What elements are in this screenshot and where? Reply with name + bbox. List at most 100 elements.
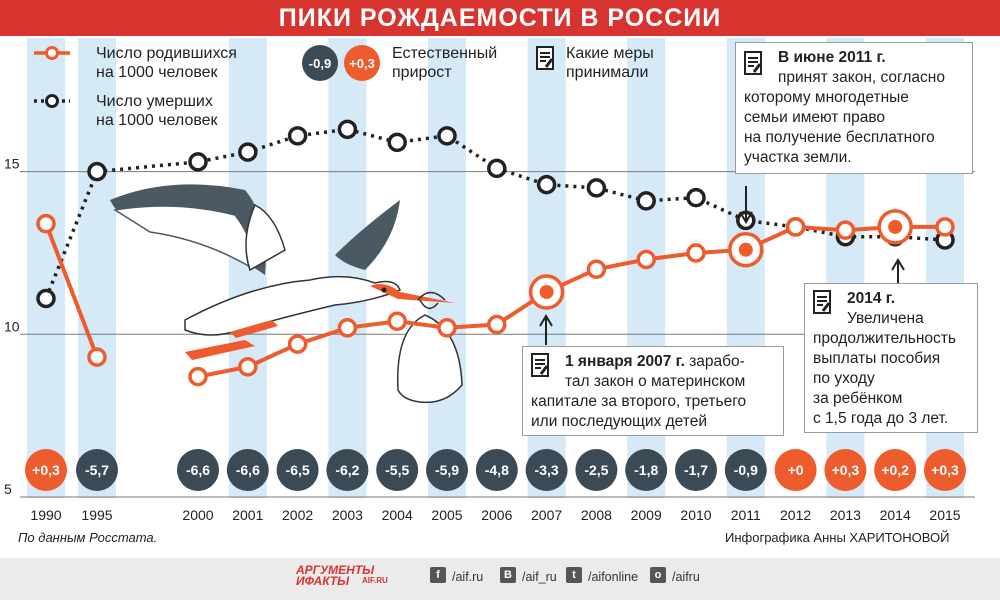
growth-badge-label: -5,9 [435,462,459,478]
births-point [835,220,856,240]
twitter-icon[interactable]: t [566,567,582,583]
births-highlight-dot [888,219,903,234]
odnoklassniki-icon[interactable]: o [650,567,666,583]
deaths-point [287,126,308,146]
growth-badge-label: +0,2 [881,462,909,478]
growth-badge [475,449,518,491]
deaths-point [238,142,258,162]
note-pointers [539,186,905,345]
x-tick-label: 2001 [232,507,263,523]
note-2011: В июне 2011 г. принят закон, согласно ко… [735,42,973,174]
births-point [437,318,457,338]
growth-badge-label: +0,3 [32,462,60,478]
aif-logo[interactable]: АРГУМЕНТЫ ИФАКТЫ [296,563,375,588]
growth-badge-label: -0,9 [734,462,758,478]
growth-badge-label: -6,6 [186,462,210,478]
vk-icon[interactable]: B [500,567,516,583]
x-tick-label: 1995 [81,507,112,523]
growth-badge [774,449,817,491]
x-tick-label: 2007 [531,507,562,523]
growth-badge-label: -6,2 [335,462,359,478]
odnoklassniki-link[interactable]: /aifru [672,570,700,584]
facebook-link[interactable]: /aif.ru [452,570,484,584]
x-tick-label: 2002 [282,507,313,523]
growth-badge [376,449,419,491]
growth-badge-label: -4,8 [485,462,509,478]
growth-badge [525,449,568,491]
deaths-point [686,187,706,208]
y-tick-label: 15 [4,156,20,172]
growth-badge-label: -2,5 [584,462,608,478]
growth-badge [226,449,269,491]
deaths-point [487,158,507,179]
legend-births: Число родившихся на 1000 человек [96,45,237,81]
legend-pos-badge: +0,3 [349,56,375,71]
x-tick-label: 1990 [30,507,61,523]
legend-neg-badge: -0,9 [309,56,331,71]
document-icon [744,51,762,75]
credit-note: Инфографика Анны ХАРИТОНОВОЙ [725,530,950,545]
growth-badge-label: -5,5 [385,462,409,478]
births-point [87,347,107,367]
legend-marks: -0,9 +0,3 [34,45,380,108]
growth-badge [675,449,717,491]
year-stripe [428,38,466,498]
x-tick-label: 2006 [481,507,512,523]
source-note: По данным Росстата. [18,530,158,545]
deaths-point [337,119,358,140]
chart-title: ПИКИ РОЖДАЕМОСТИ В РОССИИ [278,4,722,32]
growth-badge-label: -1,8 [634,462,658,478]
note-2007: 1 января 2007 г. зарабо- тал закон о мат… [522,346,784,436]
x-tick-label: 2004 [382,507,413,523]
legend-deaths: Число умерших на 1000 человек [96,93,218,129]
births-point [785,217,806,237]
legend-growth: Естественный прирост [392,45,498,81]
x-tick-label: 2009 [631,507,662,523]
twitter-link[interactable]: /aifonline [588,570,639,584]
growth-badge [575,449,618,491]
growth-badge [326,449,369,491]
facebook-icon[interactable]: f [430,567,446,583]
births-point [686,243,706,263]
growth-badge-label: +0 [788,462,804,478]
growth-badge-label: -5,7 [85,462,109,478]
deaths-point [387,132,407,153]
births-series-line [197,224,945,379]
births-point [487,314,507,335]
growth-badge-label: -6,6 [236,462,260,478]
x-axis-ticks: 1990 1995 2000 2001 2002 2003 2004 2005 2006 2007… [30,507,960,523]
document-icon [813,290,831,314]
aif-logo-domain: AIF.RU [362,576,388,585]
births-point [935,217,955,237]
x-tick-label: 2003 [332,507,363,523]
vk-link[interactable]: /aif_ru [522,570,557,584]
births-point [636,249,656,270]
growth-badge [276,449,319,491]
growth-badge-label: +0,3 [832,462,860,478]
deaths-point [536,174,557,195]
year-stripe [78,38,116,498]
note-2014: 2014 г. Увеличена продолжительность выпл… [804,283,978,433]
x-tick-label: 2010 [680,507,711,523]
growth-badge-label: -1,7 [684,462,708,478]
deaths-point [87,161,107,182]
births-point [188,366,208,387]
x-tick-label: 2015 [929,507,960,523]
y-axis-ticks: 5 10 15 [4,156,20,497]
growth-badge [177,449,219,491]
deaths-point [437,126,457,146]
y-tick-label: 5 [4,481,12,497]
births-point [586,259,607,279]
births-highlight-dot [738,242,753,257]
x-tick-label: 2008 [581,507,612,523]
growth-badge [724,449,767,491]
growth-badge [625,449,668,491]
growth-badge [25,449,67,491]
growth-badge [824,449,867,491]
stork-illustration [110,184,463,404]
growth-badge-label: -6,5 [286,462,310,478]
births-series-line [44,222,99,358]
deaths-point [36,288,56,309]
growth-badge [924,449,966,491]
births-point [238,357,258,377]
